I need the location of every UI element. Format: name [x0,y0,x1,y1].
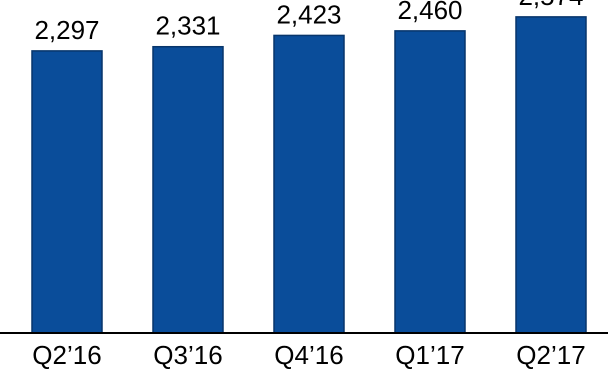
category-label-1: Q2’16 [32,340,101,370]
value-label-1: 2,297 [34,15,99,45]
bar-5 [515,16,587,334]
category-label-5: Q2’17 [516,340,585,370]
category-labels-layer: Q2’16 Q3’16 Q4’16 Q1’17 Q2’17 [32,340,585,370]
bars-layer [31,16,587,334]
category-label-2: Q3’16 [153,340,222,370]
value-label-4: 2,460 [397,0,462,25]
value-label-2: 2,331 [155,11,220,41]
bar-1 [31,50,103,334]
category-label-4: Q1’17 [395,340,464,370]
category-label-3: Q4’16 [274,340,343,370]
value-label-3: 2,423 [276,0,341,29]
value-labels-layer: 2,297 2,331 2,423 2,460 2,574 [34,0,583,45]
bar-3 [273,34,345,334]
bar-2 [152,45,224,334]
value-label-5: 2,574 [518,0,583,11]
bar-4 [394,30,466,334]
